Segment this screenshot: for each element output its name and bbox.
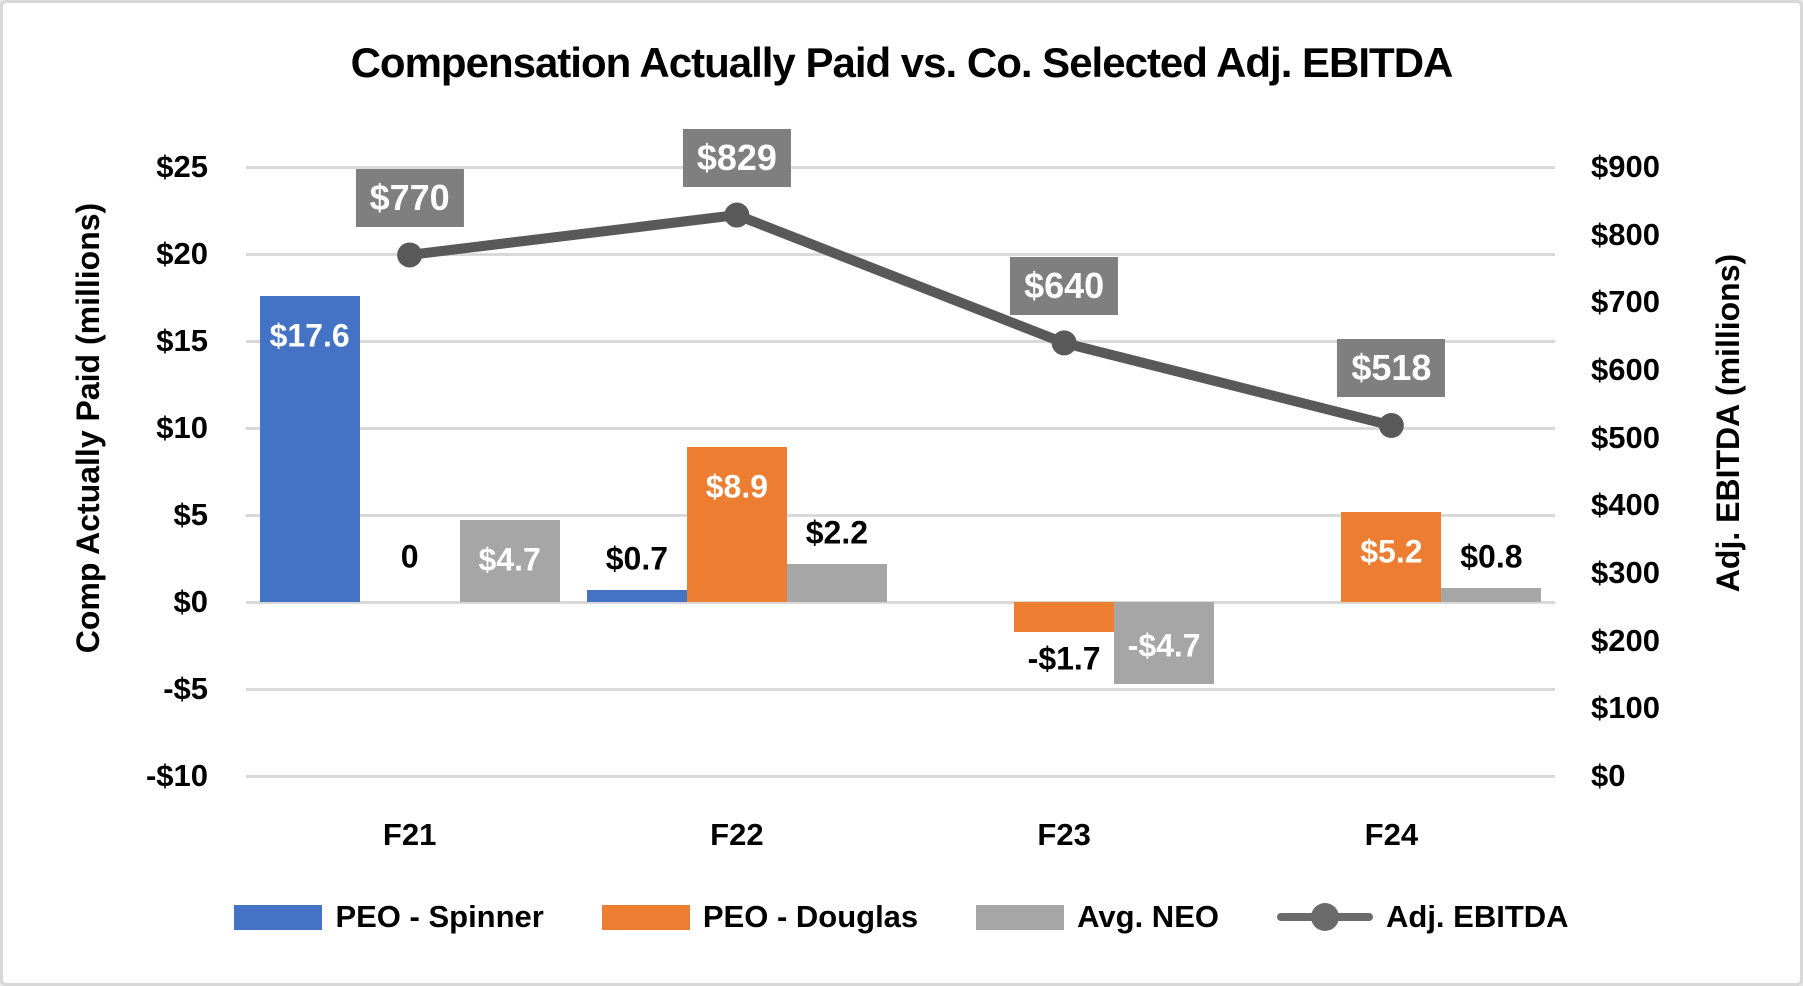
left-axis-tick-label: $10 <box>156 410 208 445</box>
gridline <box>246 687 1555 691</box>
left-axis-tick-label: $25 <box>156 149 208 184</box>
bar-value-label-avg-neo-f22: $2.2 <box>805 514 869 551</box>
bar-avg-neo-f24 <box>1441 588 1542 602</box>
left-axis-tick-label: $0 <box>173 584 208 619</box>
gridline <box>246 252 1555 256</box>
right-axis-tick-label: $600 <box>1591 352 1660 387</box>
line-marker-icon <box>1378 412 1404 438</box>
x-axis-label-f24: F24 <box>1364 817 1419 852</box>
left-axis-tick-label: -$5 <box>163 671 208 706</box>
bar-value-label-peo-spinner-f21: $17.6 <box>269 317 350 354</box>
line-value-callout-f21: $770 <box>355 168 464 227</box>
legend-swatch-avg-neo <box>976 904 1065 930</box>
bar-peo-douglas-f22 <box>686 447 787 602</box>
gridline <box>246 165 1555 169</box>
gridline <box>246 600 1555 604</box>
bar-value-label-avg-neo-f24: $0.8 <box>1460 538 1523 575</box>
bar-peo-spinner-f21 <box>259 295 360 602</box>
left-axis-tick-label: $20 <box>156 236 208 271</box>
bar-avg-neo-f22 <box>786 563 887 602</box>
right-axis-tick-label: $800 <box>1591 216 1660 252</box>
legend-swatch-peo-spinner <box>234 904 323 930</box>
right-axis-tick-label: $200 <box>1591 622 1660 658</box>
legend-item-adj-ebitda: Adj. EBITDA <box>1277 899 1569 935</box>
bar-value-label-peo-douglas-f21: 0 <box>400 538 419 575</box>
bar-value-label-avg-neo-f23: -$4.7 <box>1127 627 1201 664</box>
line-marker-icon <box>1051 330 1077 356</box>
legend: PEO - Spinner PEO - Douglas Avg. NEO Adj… <box>3 899 1800 935</box>
gridline <box>246 513 1555 517</box>
right-axis-tick-label: $300 <box>1591 555 1660 590</box>
right-axis-tick-label: $400 <box>1591 487 1660 523</box>
x-axis-label-f22: F22 <box>710 817 764 852</box>
bar-peo-douglas-f23 <box>1014 602 1115 632</box>
legend-line-marker-icon <box>1277 903 1373 931</box>
right-axis-title: Adj. EBITDA (millions) <box>1710 253 1746 593</box>
x-axis-label-f21: F21 <box>382 817 437 852</box>
left-axis-tick-label: $5 <box>173 497 208 532</box>
legend-swatch-peo-douglas <box>601 904 690 930</box>
legend-item-peo-spinner: PEO - Spinner <box>234 899 544 935</box>
bar-peo-spinner-f22 <box>586 589 687 602</box>
bar-value-label-peo-spinner-f22: $0.7 <box>605 540 669 577</box>
left-axis-tick-label: $15 <box>156 323 208 358</box>
legend-item-peo-douglas: PEO - Douglas <box>601 899 919 935</box>
line-value-callout-f24: $518 <box>1337 339 1446 398</box>
legend-label: PEO - Spinner <box>335 899 544 934</box>
bar-avg-neo-f23 <box>1114 602 1215 684</box>
line-value-callout-f23: $640 <box>1010 256 1119 315</box>
x-axis-label-f23: F23 <box>1037 817 1091 852</box>
line-marker-icon <box>724 202 750 228</box>
legend-label: Avg. NEO <box>1077 899 1219 934</box>
right-axis-tick-label: $0 <box>1591 758 1626 793</box>
right-axis-tick-label: $500 <box>1591 419 1660 455</box>
chart-title: Compensation Actually Paid vs. Co. Selec… <box>350 39 1454 86</box>
bar-value-label-peo-douglas-f22: $8.9 <box>705 468 769 505</box>
legend-label: Adj. EBITDA <box>1386 899 1569 934</box>
bar-value-label-peo-douglas-f24: $5.2 <box>1360 533 1423 570</box>
gridline <box>246 774 1555 778</box>
left-axis-tick-label: -$10 <box>145 758 208 793</box>
legend-label: PEO - Douglas <box>702 899 919 934</box>
right-axis-tick-label: $900 <box>1591 149 1660 184</box>
bar-avg-neo-f21 <box>459 520 560 602</box>
bar-value-label-peo-douglas-f23: -$1.7 <box>1027 640 1101 677</box>
gridline <box>246 426 1555 430</box>
line-value-callout-f22: $829 <box>682 129 791 188</box>
right-axis-tick-label: $700 <box>1591 284 1660 320</box>
bar-value-label-avg-neo-f21: $4.7 <box>478 541 541 578</box>
right-axis-tick-label: $100 <box>1591 690 1660 726</box>
legend-item-avg-neo: Avg. NEO <box>976 899 1219 935</box>
bar-peo-douglas-f24 <box>1341 511 1442 602</box>
